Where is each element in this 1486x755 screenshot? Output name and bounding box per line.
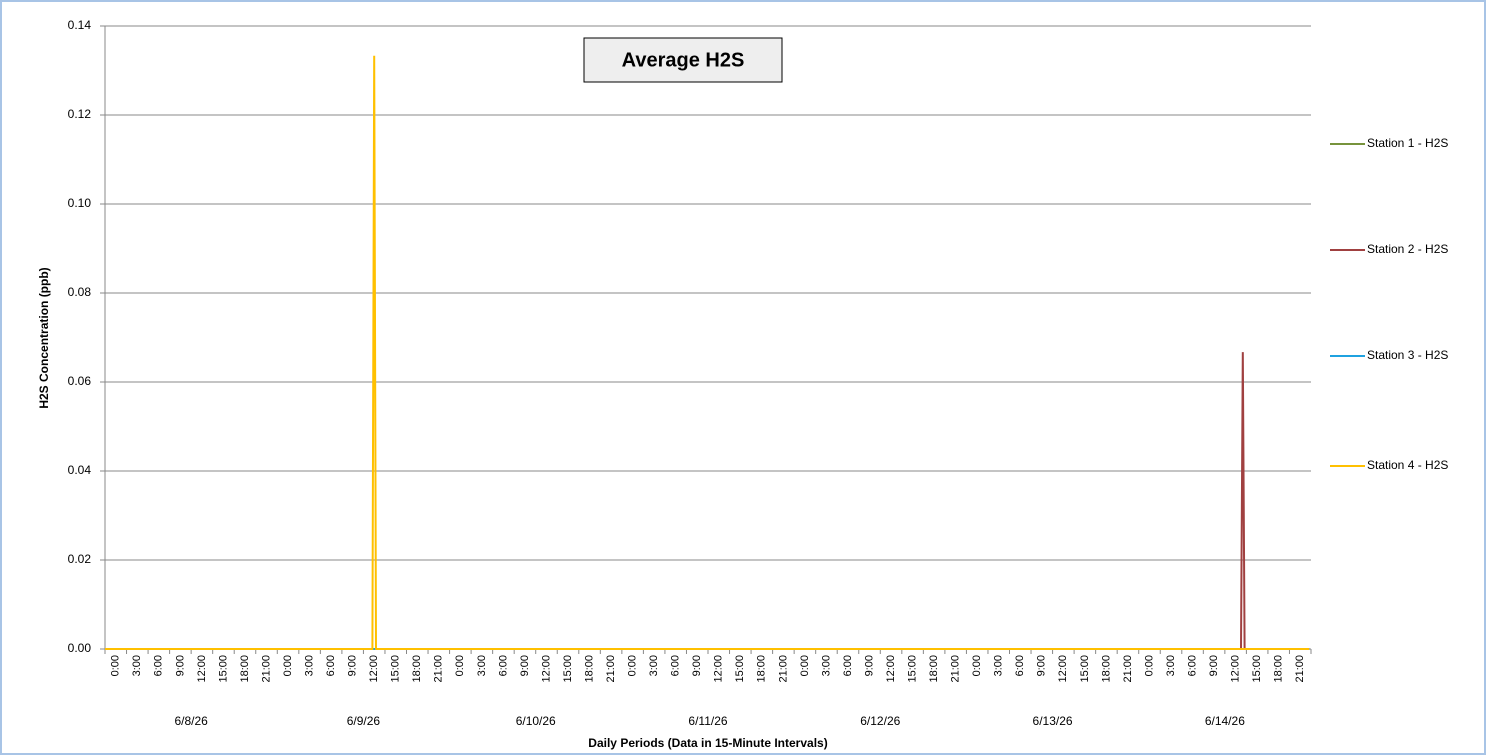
x-group-label: 6/12/26 (860, 714, 900, 728)
x-group-label: 6/8/26 (174, 714, 208, 728)
x-tick-label: 12:00 (885, 655, 897, 683)
x-group-label: 6/9/26 (347, 714, 381, 728)
x-tick-label: 21:00 (433, 655, 445, 683)
x-tick-label: 21:00 (1294, 655, 1306, 683)
x-tick-label: 15:00 (1251, 655, 1263, 683)
x-tick-label: 15:00 (390, 655, 402, 683)
x-tick-label: 0:00 (454, 655, 466, 676)
x-tick-label: 6:00 (670, 655, 682, 676)
x-tick-label: 21:00 (605, 655, 617, 683)
x-tick-label: 21:00 (777, 655, 789, 683)
x-tick-label: 12:00 (1230, 655, 1242, 683)
x-tick-label: 18:00 (411, 655, 423, 683)
y-tick-label: 0.10 (68, 196, 92, 210)
x-tick-label: 9:00 (691, 655, 703, 676)
x-group-label: 6/14/26 (1205, 714, 1245, 728)
y-tick-label: 0.08 (68, 285, 92, 299)
x-tick-label: 6:00 (153, 655, 165, 676)
x-tick-label: 0:00 (1143, 655, 1155, 676)
x-tick-label: 21:00 (950, 655, 962, 683)
x-tick-label: 12:00 (196, 655, 208, 683)
x-tick-label: 21:00 (1122, 655, 1134, 683)
x-tick-label: 9:00 (174, 655, 186, 676)
x-group-label: 6/10/26 (516, 714, 556, 728)
x-tick-label: 12:00 (713, 655, 725, 683)
x-tick-label: 12:00 (368, 655, 380, 683)
x-tick-label: 12:00 (540, 655, 552, 683)
x-tick-label: 6:00 (1014, 655, 1026, 676)
x-tick-label: 3:00 (820, 655, 832, 676)
x-tick-label: 0:00 (799, 655, 811, 676)
x-tick-label: 6:00 (497, 655, 509, 676)
x-tick-label: 6:00 (325, 655, 337, 676)
y-axis-label: H2S Concentration (ppb) (37, 267, 51, 408)
x-tick-label: 9:00 (863, 655, 875, 676)
y-tick-label: 0.12 (68, 107, 92, 121)
series-line (105, 55, 1310, 650)
x-tick-label: 15:00 (217, 655, 229, 683)
x-group-label: 6/13/26 (1033, 714, 1073, 728)
x-tick-label: 3:00 (648, 655, 660, 676)
y-tick-label: 0.06 (68, 374, 92, 388)
x-tick-label: 9:00 (519, 655, 531, 676)
x-tick-label: 3:00 (131, 655, 143, 676)
y-tick-label: 0.00 (68, 641, 92, 655)
x-tick-label: 0:00 (110, 655, 122, 676)
x-tick-label: 0:00 (627, 655, 639, 676)
x-tick-label: 15:00 (906, 655, 918, 683)
x-tick-label: 18:00 (928, 655, 940, 683)
y-tick-label: 0.14 (68, 18, 92, 32)
x-tick-label: 3:00 (476, 655, 488, 676)
x-tick-label: 21:00 (260, 655, 272, 683)
x-axis-label: Daily Periods (Data in 15-Minute Interva… (588, 736, 827, 750)
legend-label: Station 3 - H2S (1367, 348, 1448, 362)
x-tick-label: 0:00 (282, 655, 294, 676)
legend-label: Station 1 - H2S (1367, 136, 1448, 150)
x-tick-label: 18:00 (1100, 655, 1112, 683)
x-tick-label: 3:00 (303, 655, 315, 676)
x-tick-label: 0:00 (971, 655, 983, 676)
y-tick-label: 0.02 (68, 552, 92, 566)
x-tick-label: 15:00 (562, 655, 574, 683)
x-group-label: 6/11/26 (688, 714, 727, 728)
legend-label: Station 4 - H2S (1367, 458, 1448, 472)
x-tick-label: 3:00 (993, 655, 1005, 676)
x-tick-label: 12:00 (1057, 655, 1069, 683)
x-tick-label: 9:00 (1036, 655, 1048, 676)
x-tick-label: 6:00 (842, 655, 854, 676)
x-tick-label: 15:00 (1079, 655, 1091, 683)
y-tick-label: 0.04 (68, 463, 92, 477)
x-tick-label: 18:00 (756, 655, 768, 683)
x-tick-label: 9:00 (347, 655, 359, 676)
x-tick-label: 6:00 (1186, 655, 1198, 676)
x-tick-label: 9:00 (1208, 655, 1220, 676)
x-tick-label: 15:00 (734, 655, 746, 683)
title-box (583, 37, 783, 83)
x-tick-label: 18:00 (239, 655, 251, 683)
legend-label: Station 2 - H2S (1367, 242, 1448, 256)
x-tick-label: 3:00 (1165, 655, 1177, 676)
x-tick-label: 18:00 (1273, 655, 1285, 683)
x-tick-label: 18:00 (583, 655, 595, 683)
chart-title: Average H2S (622, 49, 745, 71)
